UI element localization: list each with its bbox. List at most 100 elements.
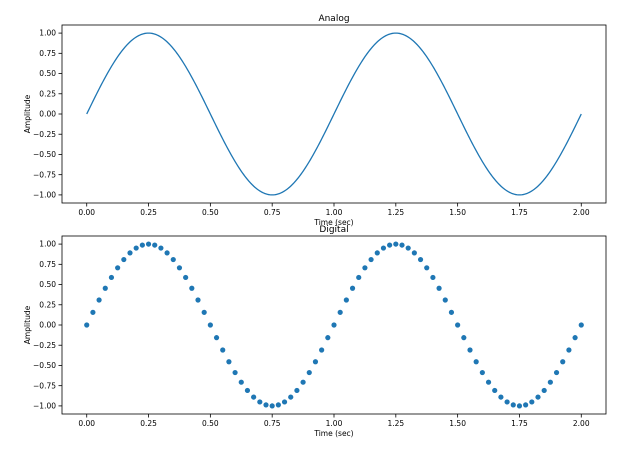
x-tick-label: 1.25 <box>387 208 404 217</box>
x-tick-label: 0.25 <box>140 419 157 428</box>
data-point <box>325 335 331 341</box>
x-tick-label: 2.00 <box>573 208 590 217</box>
y-tick-label: 0.75 <box>39 49 56 58</box>
data-point <box>139 242 145 248</box>
data-point <box>572 335 578 341</box>
data-point <box>535 394 541 400</box>
data-point <box>90 309 96 315</box>
data-point <box>374 250 380 256</box>
x-tick-label: 1.00 <box>326 208 343 217</box>
data-point <box>541 387 547 394</box>
data-point <box>492 387 498 394</box>
data-point <box>96 297 102 303</box>
data-point <box>170 256 176 263</box>
data-point <box>127 250 133 256</box>
y-tick-label: 0.00 <box>39 321 56 330</box>
y-tick-label: −0.75 <box>33 381 56 390</box>
data-point <box>393 241 399 247</box>
y-tick-label: 0.00 <box>39 110 56 119</box>
data-point <box>436 285 442 291</box>
x-tick-label: 1.50 <box>449 208 466 217</box>
data-point <box>207 322 213 328</box>
data-point <box>553 369 560 376</box>
data-point <box>201 309 207 315</box>
data-point <box>479 369 485 376</box>
data-point <box>238 379 244 385</box>
data-point <box>226 359 232 365</box>
data-point <box>164 250 170 256</box>
data-point <box>269 403 275 409</box>
x-axis-label: Time (sec) <box>313 218 353 227</box>
data-point <box>294 387 300 394</box>
data-point <box>189 285 195 291</box>
data-point <box>566 347 572 353</box>
y-tick-label: 0.25 <box>39 89 56 98</box>
x-tick-label: 1.75 <box>511 208 528 217</box>
x-tick-label: 2.00 <box>573 419 590 428</box>
y-tick-label: 1.00 <box>39 240 56 249</box>
data-point <box>288 394 294 400</box>
data-point <box>380 245 387 251</box>
data-point <box>121 256 127 263</box>
data-point <box>356 274 362 281</box>
data-point <box>108 274 115 281</box>
data-point <box>244 387 251 394</box>
data-point <box>523 402 529 408</box>
y-tick-label: 0.25 <box>39 300 56 309</box>
y-tick-label: −1.00 <box>33 191 56 200</box>
digital-axes: 0.00 0.25 0.50 0.75 1.00 1.25 1.50 1.75 2.00 1.00… <box>23 225 607 438</box>
data-point <box>349 285 356 291</box>
x-tick-label: 0.50 <box>202 208 219 217</box>
data-point <box>257 399 263 405</box>
y-tick-label: 0.50 <box>39 280 56 289</box>
y-tick-label: 0.75 <box>39 260 56 269</box>
y-axis-label: Amplitude <box>23 305 32 344</box>
data-point <box>510 402 516 408</box>
data-point <box>424 265 430 271</box>
data-point <box>319 347 325 353</box>
chart-title: Analog <box>318 14 349 24</box>
data-point <box>498 394 504 400</box>
x-tick-label: 0.75 <box>264 419 281 428</box>
data-point <box>115 265 121 271</box>
data-point <box>485 379 492 385</box>
data-point <box>467 347 473 353</box>
data-point <box>362 265 368 271</box>
data-point <box>183 274 189 281</box>
data-point <box>547 379 553 385</box>
data-point <box>504 399 510 405</box>
x-tick-label: 1.00 <box>326 419 343 428</box>
y-tick-label: −0.25 <box>33 341 56 350</box>
x-tick-label: 0.50 <box>202 419 219 428</box>
data-point <box>529 399 535 405</box>
y-tick-label: −1.00 <box>33 402 56 411</box>
data-point <box>399 242 405 248</box>
y-tick-label: 0.50 <box>39 69 56 78</box>
analog-axes: 0.00 0.25 0.50 0.75 1.00 1.25 1.50 1.75 2.00 1.00… <box>23 14 607 227</box>
data-point <box>300 379 306 385</box>
y-axis-label: Amplitude <box>23 94 32 133</box>
y-tick-label: 1.00 <box>39 29 56 38</box>
series-line <box>86 32 582 196</box>
data-point <box>461 335 467 341</box>
y-tick-label: −0.50 <box>33 150 56 159</box>
data-point <box>176 265 183 271</box>
data-point <box>152 242 158 248</box>
data-point <box>133 245 139 251</box>
data-point <box>84 322 90 328</box>
data-point <box>331 322 337 328</box>
x-tick-label: 1.25 <box>387 419 404 428</box>
data-point <box>442 297 448 303</box>
data-point <box>263 402 269 408</box>
data-point <box>560 359 566 365</box>
x-tick-label: 1.75 <box>511 419 528 428</box>
data-point <box>337 309 343 315</box>
data-point <box>411 250 417 256</box>
data-point <box>417 256 424 263</box>
y-tick-label: −0.25 <box>33 130 56 139</box>
data-point <box>578 322 584 328</box>
data-point <box>306 369 312 376</box>
data-point <box>387 242 393 248</box>
